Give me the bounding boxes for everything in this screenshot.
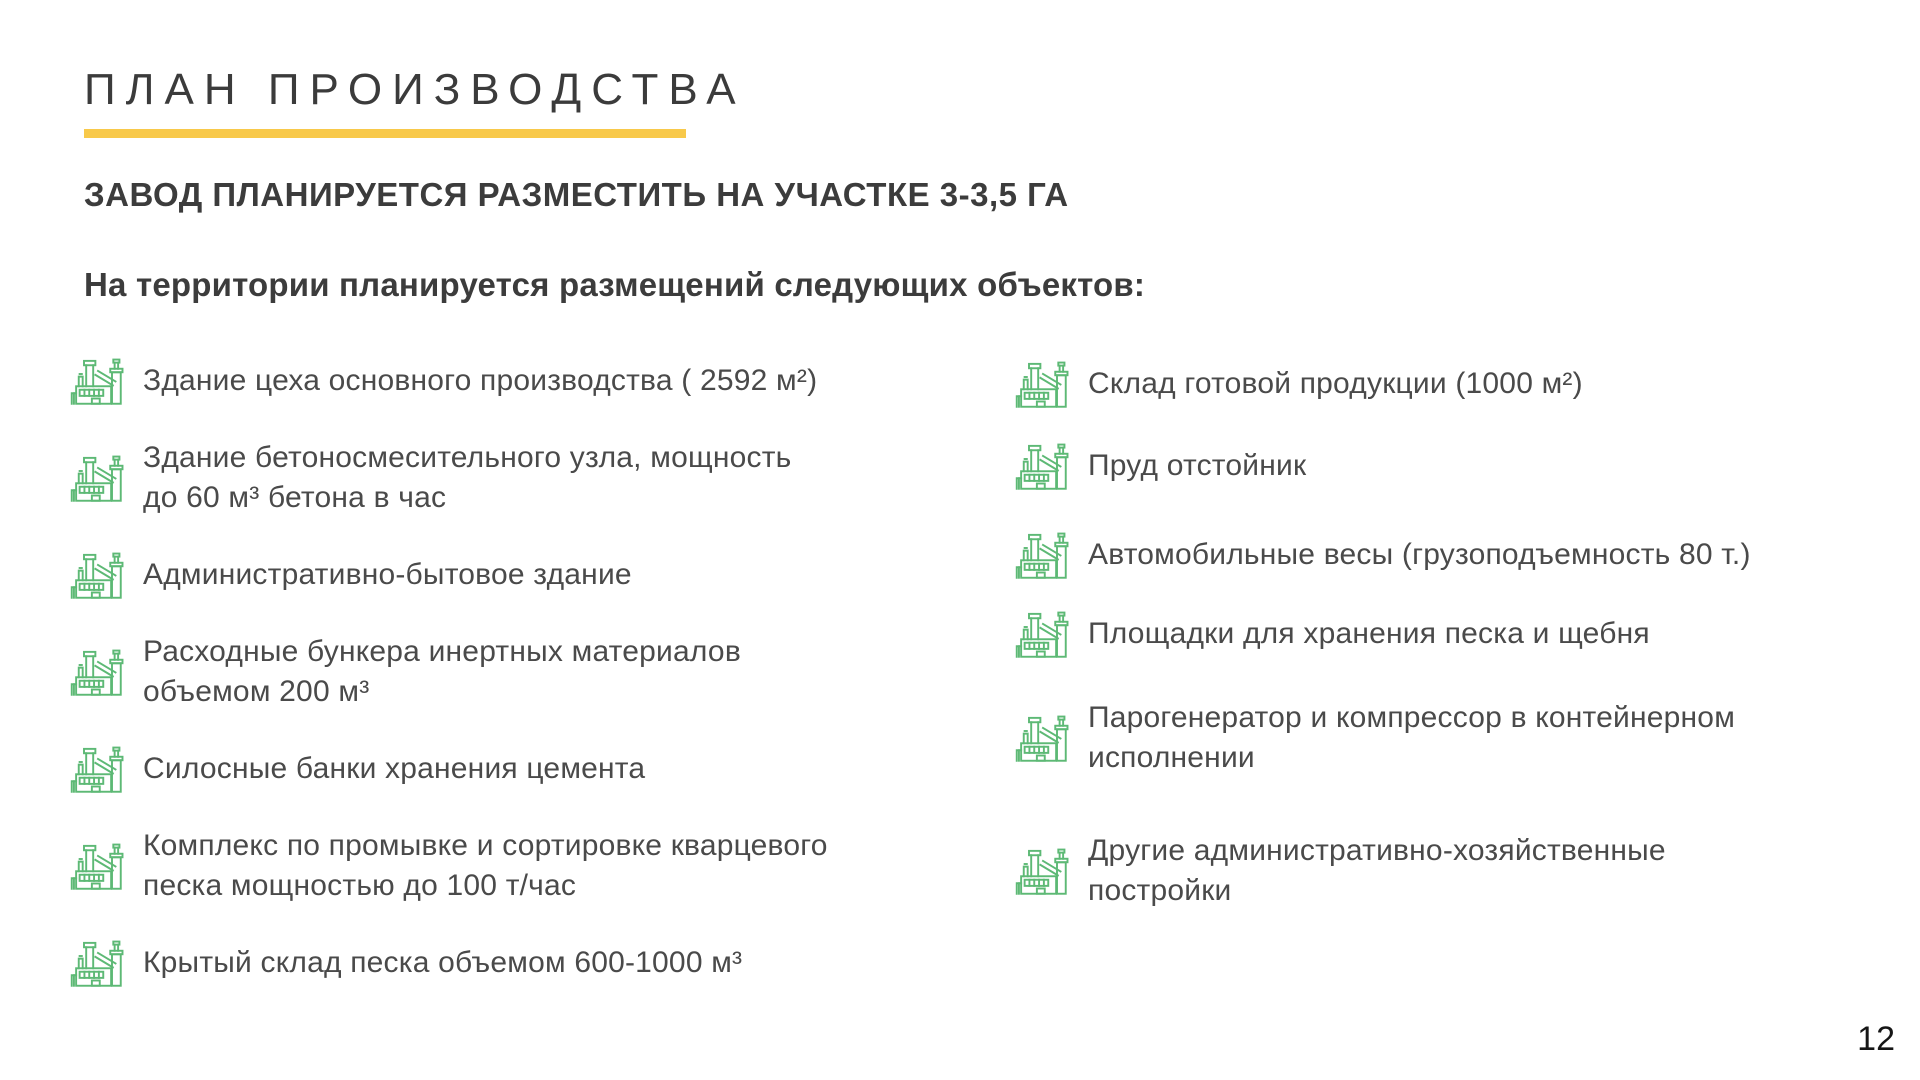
- page-title: ПЛАН ПРОИЗВОДСТВА: [84, 65, 746, 114]
- list-item: Крытый склад песка объемом 600-1000 м³: [70, 936, 950, 990]
- list-item: Здание бетоносмесительного узла, мощност…: [70, 438, 950, 518]
- list-item: Комплекс по промывке и сортировке кварце…: [70, 826, 950, 906]
- list-item-text: Площадки для хранения песка и щебня: [1088, 617, 1650, 650]
- factory-icon: [70, 645, 126, 699]
- list-item: Расходные бункера инертных материалов об…: [70, 632, 950, 712]
- list-item-text: Пруд отстойник: [1088, 449, 1307, 482]
- list-item-text: Автомобильные весы (грузоподъемность 80 …: [1088, 538, 1751, 571]
- factory-icon: [1015, 607, 1071, 661]
- factory-icon: [70, 742, 126, 796]
- list-item-text: Другие административно-хозяйственные пос…: [1088, 834, 1666, 907]
- list-item-text: Силосные банки хранения цемента: [143, 752, 646, 785]
- page-number: 12: [1857, 1020, 1895, 1058]
- list-item: Пруд отстойник: [1015, 439, 1895, 493]
- list-item: Площадки для хранения песка и щебня: [1015, 607, 1895, 661]
- factory-icon: [1015, 528, 1071, 582]
- list-item: Склад готовой продукции (1000 м²): [1015, 357, 1895, 411]
- list-item-text: Расходные бункера инертных материалов об…: [143, 635, 741, 708]
- factory-icon: [70, 354, 126, 408]
- factory-icon: [70, 839, 126, 893]
- list-item-text: Комплекс по промывке и сортировке кварце…: [143, 829, 828, 902]
- list-item-text: Административно-бытовое здание: [143, 558, 632, 591]
- factory-icon: [70, 936, 126, 990]
- list-item: Силосные банки хранения цемента: [70, 742, 950, 796]
- list-item-text: Здание бетоносмесительного узла, мощност…: [143, 441, 792, 514]
- list-column-right: Склад готовой продукции (1000 м²) Пруд о…: [1015, 357, 1895, 911]
- factory-icon: [1015, 844, 1071, 898]
- title-underline-accent: [84, 129, 686, 138]
- factory-icon: [70, 548, 126, 602]
- factory-icon: [1015, 357, 1071, 411]
- list-item: Административно-бытовое здание: [70, 548, 950, 602]
- factory-icon: [1015, 711, 1071, 765]
- list-item: Парогенератор и компрессор в контейнерно…: [1015, 698, 1895, 778]
- list-column-left: Здание цеха основного производства ( 259…: [70, 354, 950, 990]
- factory-icon: [70, 451, 126, 505]
- list-item-text: Парогенератор и компрессор в контейнерно…: [1088, 701, 1736, 774]
- list-item-text: Склад готовой продукции (1000 м²): [1088, 367, 1583, 400]
- list-item: Автомобильные весы (грузоподъемность 80 …: [1015, 528, 1895, 582]
- intro-text: На территории планируется размещений сле…: [84, 266, 1146, 303]
- list-item: Другие административно-хозяйственные пос…: [1015, 831, 1895, 911]
- list-item-text: Здание цеха основного производства ( 259…: [143, 364, 818, 397]
- list-item: Здание цеха основного производства ( 259…: [70, 354, 950, 408]
- list-item-text: Крытый склад песка объемом 600-1000 м³: [143, 946, 743, 979]
- factory-icon: [1015, 439, 1071, 493]
- subtitle: ЗАВОД ПЛАНИРУЕТСЯ РАЗМЕСТИТЬ НА УЧАСТКЕ …: [84, 176, 1069, 213]
